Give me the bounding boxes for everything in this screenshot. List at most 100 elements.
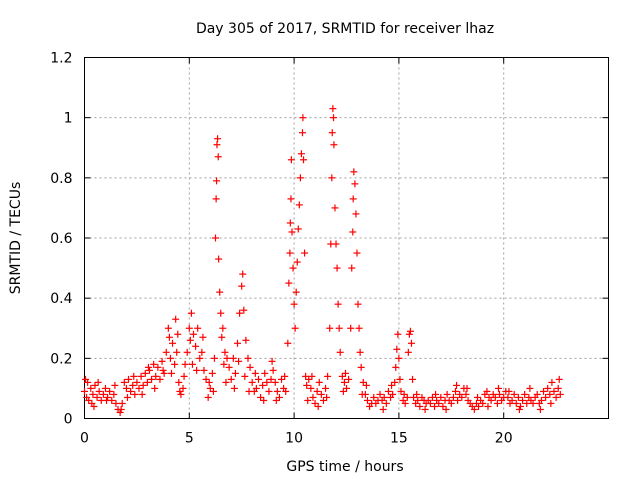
- data-point: [536, 405, 544, 413]
- data-point: [240, 306, 248, 314]
- data-point: [273, 387, 281, 395]
- data-point: [355, 324, 363, 332]
- grid: [84, 57, 609, 419]
- data-point: [223, 354, 231, 362]
- data-point: [90, 402, 98, 410]
- data-point: [152, 372, 160, 380]
- data-point: [199, 333, 207, 341]
- data-point: [118, 399, 126, 407]
- data-point: [409, 375, 417, 383]
- data-point: [405, 330, 413, 338]
- data-point: [533, 390, 541, 398]
- data-point: [123, 393, 131, 401]
- data-point: [432, 390, 440, 398]
- data-point: [101, 384, 109, 392]
- data-point: [286, 219, 294, 227]
- data-point: [186, 336, 194, 344]
- data-point: [431, 402, 439, 410]
- data-point: [479, 399, 487, 407]
- data-point: [470, 405, 478, 413]
- data-point: [257, 393, 265, 401]
- data-point: [331, 204, 339, 212]
- data-point: [453, 381, 461, 389]
- data-point: [222, 378, 230, 386]
- data-point: [379, 405, 387, 413]
- data-point: [339, 387, 347, 395]
- data-point: [404, 348, 412, 356]
- data-point: [300, 156, 308, 164]
- data-point: [162, 348, 170, 356]
- data-point: [239, 270, 247, 278]
- data-point: [104, 393, 112, 401]
- data-point: [343, 384, 350, 392]
- data-point: [81, 387, 88, 395]
- data-point: [324, 372, 332, 380]
- data-point: [200, 366, 208, 374]
- data-point: [275, 393, 283, 401]
- data-point: [248, 378, 256, 386]
- data-point: [548, 378, 556, 386]
- data-point: [129, 381, 137, 389]
- data-point: [286, 249, 294, 257]
- data-point: [246, 363, 254, 371]
- data-point: [141, 369, 149, 377]
- data-point: [295, 201, 303, 209]
- data-point: [496, 390, 504, 398]
- data-point: [301, 249, 309, 257]
- data-point: [156, 375, 164, 383]
- data-point: [389, 390, 397, 398]
- data-point: [435, 399, 443, 407]
- data-point: [235, 357, 243, 365]
- data-point: [349, 228, 357, 236]
- data-point: [204, 393, 212, 401]
- data-point: [332, 240, 340, 248]
- data-point: [159, 366, 167, 374]
- data-point: [439, 402, 447, 410]
- data-point: [281, 372, 289, 380]
- data-point: [112, 399, 120, 407]
- data-point: [305, 375, 313, 383]
- y-tick-label: 0.8: [50, 171, 72, 187]
- data-point: [171, 360, 179, 368]
- data-point: [229, 354, 237, 362]
- data-point: [458, 393, 466, 401]
- data-point: [345, 375, 353, 383]
- data-point: [259, 381, 267, 389]
- data-point: [540, 387, 548, 395]
- data-point: [556, 390, 564, 398]
- data-point: [382, 399, 390, 407]
- data-point: [350, 168, 358, 176]
- data-point: [292, 288, 300, 296]
- data-point: [550, 387, 558, 395]
- data-point: [354, 300, 362, 308]
- data-point: [103, 396, 111, 404]
- data-point: [349, 195, 357, 203]
- data-point: [164, 324, 172, 332]
- data-point: [212, 234, 219, 242]
- data-point: [376, 390, 384, 398]
- data-point: [181, 360, 189, 368]
- data-point: [523, 399, 531, 407]
- data-point: [413, 390, 421, 398]
- data-point: [400, 390, 408, 398]
- data-point: [297, 150, 305, 158]
- x-axis-label: GPS time / hours: [286, 459, 403, 475]
- y-tick-label: 0: [64, 412, 73, 428]
- data-point: [542, 393, 550, 401]
- data-point: [213, 177, 221, 185]
- data-point: [428, 393, 436, 401]
- data-point: [185, 324, 193, 332]
- data-point: [340, 378, 348, 386]
- data-point: [537, 396, 545, 404]
- data-point: [363, 396, 371, 404]
- data-point: [353, 249, 361, 257]
- data-point: [261, 369, 269, 377]
- data-point: [294, 225, 302, 233]
- data-point: [323, 393, 331, 401]
- data-point: [395, 354, 403, 362]
- data-point: [133, 378, 141, 386]
- data-point: [380, 393, 388, 401]
- y-tick-label: 0.4: [50, 291, 72, 307]
- data-point: [351, 180, 359, 188]
- data-point: [392, 363, 400, 371]
